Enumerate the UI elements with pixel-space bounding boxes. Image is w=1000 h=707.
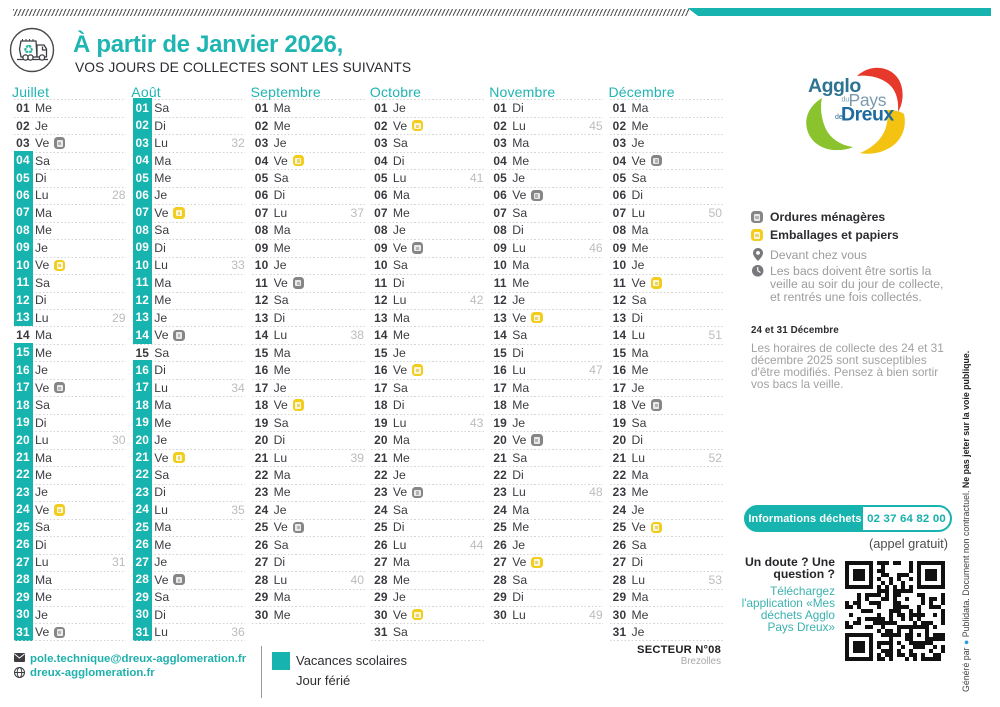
svg-text:du: du <box>842 97 850 104</box>
svg-text:de: de <box>835 114 843 121</box>
svg-text:♻: ♻ <box>23 43 34 57</box>
svg-text:Pays: Pays <box>849 90 887 110</box>
svg-text:Dreux: Dreux <box>841 104 894 126</box>
svg-text:Agglo: Agglo <box>808 75 861 97</box>
